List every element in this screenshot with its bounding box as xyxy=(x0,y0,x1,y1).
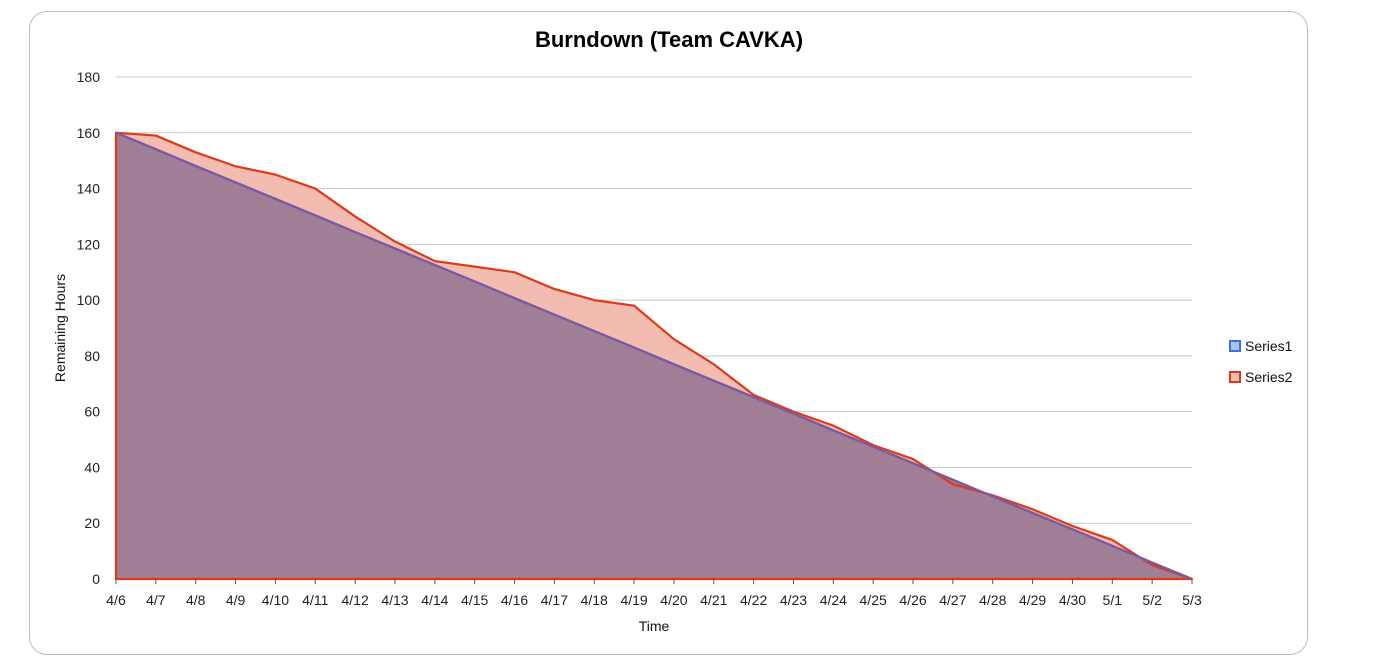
legend: Series1 Series2 xyxy=(1229,330,1292,392)
x-tick-label: 4/7 xyxy=(146,592,166,608)
x-tick-label: 4/24 xyxy=(820,592,847,608)
y-tick-label: 80 xyxy=(84,348,100,364)
x-tick-label: 4/26 xyxy=(899,592,926,608)
x-tick-label: 4/8 xyxy=(186,592,206,608)
y-tick-label: 180 xyxy=(77,69,101,85)
x-tick-label: 4/20 xyxy=(660,592,687,608)
y-tick-label: 60 xyxy=(84,404,100,420)
x-tick-label: 4/29 xyxy=(1019,592,1046,608)
y-tick-label: 140 xyxy=(77,181,101,197)
x-tick-label: 4/17 xyxy=(541,592,568,608)
legend-label-series1: Series1 xyxy=(1245,338,1292,354)
x-tick-label: 4/13 xyxy=(381,592,408,608)
x-tick-label: 5/3 xyxy=(1182,592,1202,608)
x-tick-label: 4/14 xyxy=(421,592,448,608)
x-tick-label: 4/10 xyxy=(262,592,289,608)
x-tick-label: 4/19 xyxy=(620,592,647,608)
x-tick-label: 4/27 xyxy=(939,592,966,608)
y-tick-label: 0 xyxy=(92,571,100,587)
x-tick-label: 4/22 xyxy=(740,592,767,608)
y-tick-label: 100 xyxy=(77,292,101,308)
y-tick-label: 160 xyxy=(77,125,101,141)
x-tick-label: 4/28 xyxy=(979,592,1006,608)
legend-swatch-series2 xyxy=(1229,371,1241,383)
legend-swatch-series1 xyxy=(1229,340,1241,352)
y-tick-label: 20 xyxy=(84,515,100,531)
legend-item-series2: Series2 xyxy=(1229,361,1292,392)
x-tick-label: 5/1 xyxy=(1103,592,1123,608)
x-tick-label: 4/9 xyxy=(226,592,246,608)
y-tick-label: 40 xyxy=(84,459,100,475)
x-tick-label: 4/30 xyxy=(1059,592,1086,608)
x-tick-label: 4/23 xyxy=(780,592,807,608)
y-tick-label: 120 xyxy=(77,236,101,252)
x-tick-label: 5/2 xyxy=(1142,592,1162,608)
y-axis-title: Remaining Hours xyxy=(52,274,68,382)
x-tick-label: 4/16 xyxy=(501,592,528,608)
x-tick-label: 4/21 xyxy=(700,592,727,608)
legend-label-series2: Series2 xyxy=(1245,369,1292,385)
x-tick-label: 4/25 xyxy=(860,592,887,608)
x-axis-title: Time xyxy=(639,618,670,634)
legend-item-series1: Series1 xyxy=(1229,330,1292,361)
x-tick-label: 4/12 xyxy=(341,592,368,608)
x-tick-label: 4/6 xyxy=(106,592,126,608)
x-tick-label: 4/15 xyxy=(461,592,488,608)
x-tick-label: 4/18 xyxy=(581,592,608,608)
x-tick-label: 4/11 xyxy=(302,592,328,608)
